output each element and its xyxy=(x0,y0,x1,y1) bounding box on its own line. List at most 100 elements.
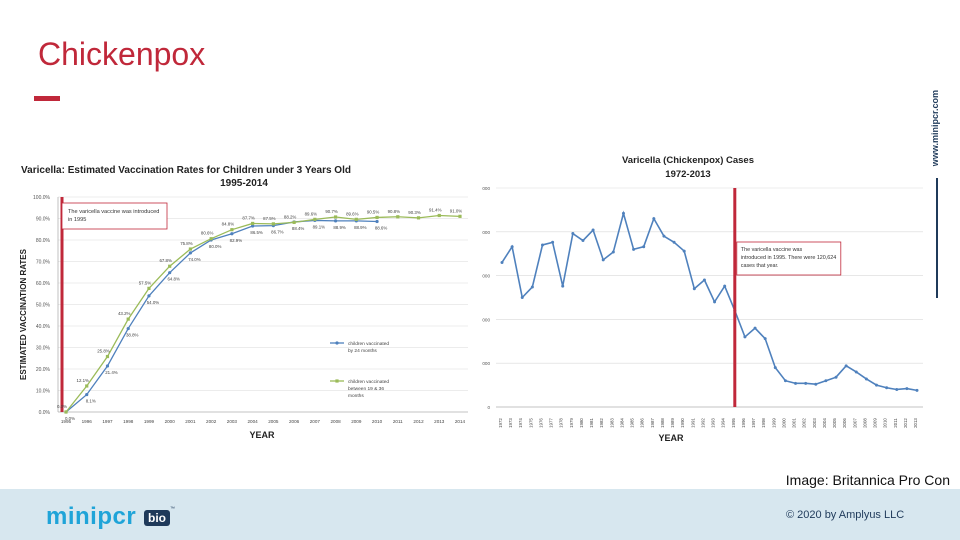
data-label: 74.0% xyxy=(188,257,201,262)
data-point xyxy=(147,286,151,290)
data-point xyxy=(209,237,213,241)
y-tick-label: 40.0% xyxy=(36,324,51,330)
x-tick-label: 2010 xyxy=(372,419,383,424)
data-point xyxy=(702,278,706,282)
title-underline xyxy=(34,96,60,101)
data-point xyxy=(773,366,777,370)
data-point xyxy=(561,284,565,288)
x-tick-label: 1997 xyxy=(751,418,756,428)
y-tick-label: 000 xyxy=(482,361,490,366)
data-point xyxy=(375,219,379,224)
data-label: 86.5% xyxy=(250,230,263,235)
chart-title: Varicella (Chickenpox) Cases xyxy=(622,155,754,166)
y-tick-label: 60.0% xyxy=(36,281,51,287)
data-point xyxy=(147,294,151,298)
chart-subtitle: 1972-2013 xyxy=(665,169,710,180)
data-label: 91.0% xyxy=(450,208,463,213)
y-tick-label: 100.0% xyxy=(33,195,51,201)
y-tick-label: 10.0% xyxy=(36,389,51,395)
data-point xyxy=(571,232,575,236)
data-label: 67.8% xyxy=(159,258,172,263)
x-tick-label: 1994 xyxy=(721,418,726,428)
minipcr-logo-trademark: ™ xyxy=(170,506,175,512)
data-point xyxy=(551,240,555,244)
x-tick-label: 2006 xyxy=(289,419,300,424)
data-point xyxy=(126,317,130,321)
data-point xyxy=(168,264,172,268)
x-tick-label: 2013 xyxy=(434,419,445,424)
x-tick-label: 1974 xyxy=(518,418,523,428)
data-point xyxy=(520,296,524,299)
y-tick-label: 0 xyxy=(487,405,490,410)
data-label: 21.4% xyxy=(105,370,118,375)
data-label: 25.8% xyxy=(97,349,110,354)
x-tick-label: 1975 xyxy=(528,418,533,428)
data-point xyxy=(510,245,514,249)
annotation-text: The varicella vaccine was introduced in 1… xyxy=(68,209,159,223)
data-point xyxy=(885,386,889,390)
data-point xyxy=(188,251,193,255)
data-label: 90.3% xyxy=(408,210,421,215)
data-point xyxy=(682,249,686,253)
data-point xyxy=(753,326,757,330)
x-tick-label: 1988 xyxy=(660,418,665,428)
x-tick-label: 1979 xyxy=(569,418,574,428)
data-point xyxy=(230,228,234,232)
data-point xyxy=(85,384,89,388)
data-point xyxy=(271,222,275,226)
data-label: 80.0% xyxy=(209,244,222,249)
legend-label: children vaccinated between 19 & 36 months xyxy=(348,379,389,399)
x-tick-label: 2011 xyxy=(893,418,898,428)
image-credit: Image: Britannica Pro Con xyxy=(785,472,950,488)
annotation-text: The varicella vaccine was introduced in 1… xyxy=(741,247,837,269)
x-tick-label: 2008 xyxy=(330,419,341,424)
x-tick-label: 1992 xyxy=(700,418,705,428)
x-tick-label: 1998 xyxy=(123,419,134,424)
data-point xyxy=(530,285,534,289)
x-tick-label: 2009 xyxy=(351,419,362,424)
data-label: 84.8% xyxy=(222,222,235,227)
x-tick-label: 2003 xyxy=(227,419,238,424)
x-tick-label: 1984 xyxy=(619,418,624,428)
x-tick-label: 1973 xyxy=(508,418,513,428)
data-point xyxy=(662,234,666,238)
series-line xyxy=(501,210,918,392)
series-line xyxy=(65,214,461,413)
x-tick-label: 1972 xyxy=(498,418,503,428)
x-tick-label: 1978 xyxy=(559,418,564,428)
data-point xyxy=(804,381,808,385)
data-point xyxy=(375,215,379,220)
data-label: 75.8% xyxy=(180,241,193,246)
x-tick-label: 2005 xyxy=(832,418,837,428)
x-tick-label: 1993 xyxy=(711,418,716,428)
data-point xyxy=(834,375,838,379)
data-point xyxy=(581,239,585,243)
data-point xyxy=(713,300,717,304)
x-axis-label: YEAR xyxy=(249,430,275,440)
x-tick-label: 2003 xyxy=(812,418,817,428)
data-label: 90.8% xyxy=(388,209,401,214)
data-label: 8.1% xyxy=(86,399,96,404)
data-point xyxy=(915,388,919,392)
watermark: www.minipcr.com xyxy=(928,90,944,300)
x-tick-label: 1981 xyxy=(589,418,594,428)
data-point xyxy=(333,219,338,223)
x-tick-label: 1996 xyxy=(741,418,746,428)
legend-marker xyxy=(335,341,339,345)
data-label: 88.4% xyxy=(292,226,305,231)
chickenpox-cases-chart-svg: Varicella (Chickenpox) Cases1972-2013000… xyxy=(482,155,923,443)
y-tick-label: 000 xyxy=(482,274,490,279)
data-label: 88.6% xyxy=(375,226,388,231)
x-tick-label: 1995 xyxy=(731,418,736,428)
data-point xyxy=(500,260,504,264)
data-label: 88.9% xyxy=(354,225,367,230)
x-tick-label: 1983 xyxy=(609,418,614,428)
y-tick-label: 000 xyxy=(482,230,490,235)
data-label: 12.1% xyxy=(77,378,90,383)
slide-title: Chickenpox xyxy=(38,36,206,72)
x-tick-label: 1982 xyxy=(599,418,604,428)
x-tick-label: 1995 xyxy=(61,419,72,424)
data-label: 90.5% xyxy=(367,209,380,214)
data-point xyxy=(230,232,234,236)
data-label: 64.8% xyxy=(167,277,180,282)
